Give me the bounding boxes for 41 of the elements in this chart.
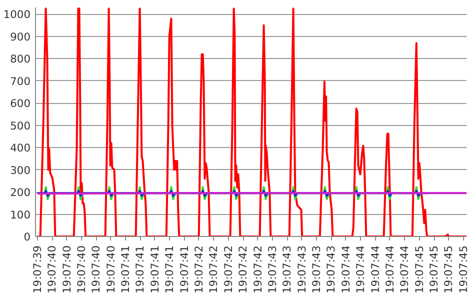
x-tick-label: 19:07:40 [46,245,59,294]
y-tick-label: 600 [10,97,31,110]
y-tick-label: 900 [10,30,31,44]
x-tick-label: 19:07:44 [383,245,396,294]
x-tick-label: 19:07:41 [134,245,147,294]
x-tick-label: 19:07:42 [251,245,264,294]
y-tick-label: 1000 [3,8,31,22]
y-tick-label: 800 [10,52,31,66]
x-tick-label: 19:07:43 [266,245,279,294]
x-tick-label: 19:07:44 [398,245,412,294]
x-tick-label: 19:07:44 [339,245,352,294]
y-tick-label: 500 [10,119,31,132]
x-tick-label: 19:07:43 [324,245,338,294]
x-tick-label: 19:07:41 [119,245,132,294]
x-tick-label: 19:07:42 [192,245,206,294]
x-tick-label: 19:07:41 [163,245,176,294]
x-tick-label: 19:07:43 [280,245,294,294]
x-tick-label: 19:07:40 [104,245,118,294]
x-tick-label: 19:07:41 [178,245,191,294]
y-tick-label: 200 [10,186,31,200]
x-tick-label: 19:07:42 [222,245,235,294]
y-tick-label: 400 [10,142,31,155]
x-tick-label: 19:07:40 [74,245,88,294]
x-tick-label: 19:07:40 [60,245,74,294]
x-tick-label: 19:07:45 [456,245,470,294]
x-tick-label: 19:07:45 [442,245,456,294]
x-tick-label: 19:07:43 [310,245,324,294]
x-tick-label: 19:07:45 [428,245,441,294]
x-tick-label: 19:07:41 [148,245,162,294]
x-tick-label: 19:07:42 [207,245,220,294]
x-tick-label: 19:07:40 [90,245,103,294]
y-tick-label: 300 [10,164,31,177]
x-tick-label: 19:07:39 [30,245,44,294]
x-tick-label: 19:07:42 [236,245,250,294]
y-tick-label: 0 [24,230,31,244]
x-tick-label: 19:07:44 [368,245,382,294]
y-tick-label: 100 [10,208,31,222]
y-tick-label: 700 [10,74,31,88]
x-tick-label: 19:07:43 [295,245,308,294]
x-tick-label: 19:07:45 [412,245,426,294]
x-tick-label: 19:07:44 [354,245,368,294]
